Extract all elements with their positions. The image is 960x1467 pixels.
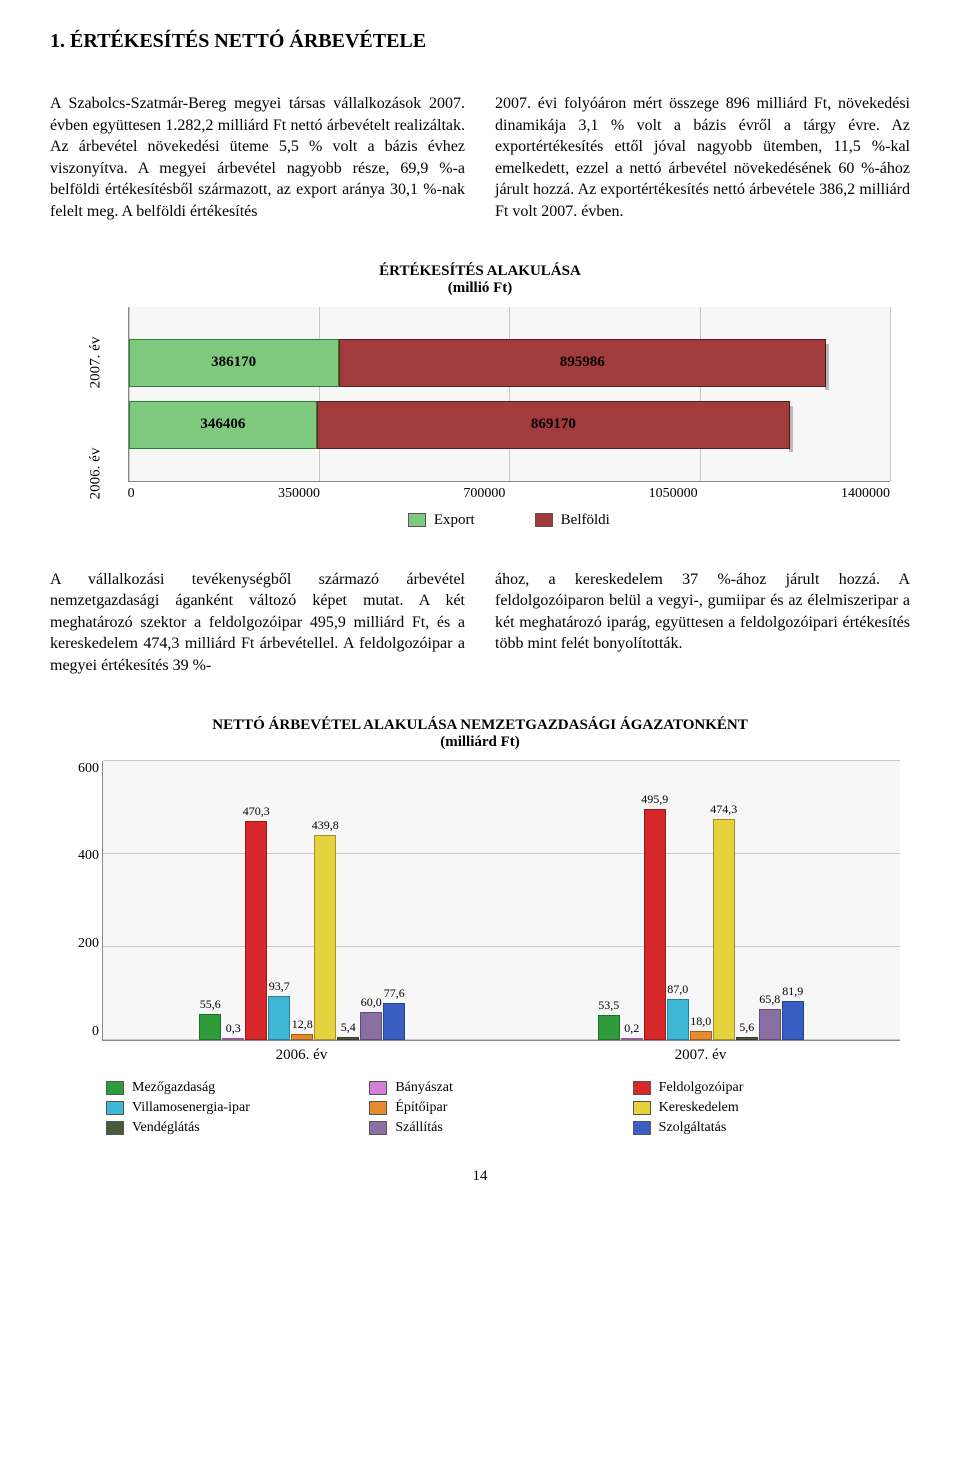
chart2-bar-label: 18,0	[690, 1014, 711, 1029]
chart2-bar: 470,3	[245, 821, 267, 1040]
chart2-bar: 5,6	[736, 1037, 758, 1040]
body-left: A vállalkozási tevékenységből származó á…	[50, 569, 465, 677]
chart2-bar-label: 53,5	[598, 998, 619, 1013]
chart2-yaxis: 600 400 200 0	[61, 761, 99, 1040]
chart2-group: 53,50,2495,987,018,0474,35,665,881,9	[502, 761, 901, 1040]
chart2-ytick: 200	[78, 936, 99, 952]
chart2-bar-label: 65,8	[759, 992, 780, 1007]
chart2-bar-label: 55,6	[200, 997, 221, 1012]
chart2-legend-item: Vendéglátás	[106, 1120, 369, 1136]
chart2-bar: 81,9	[782, 1001, 804, 1039]
chart2-bar: 0,2	[621, 1038, 643, 1040]
body-right: ához, a kereskedelem 37 %-ához járult ho…	[495, 569, 910, 677]
chart1-ylabel: 2006. év	[87, 447, 104, 499]
body-columns: A vállalkozási tevékenységből származó á…	[50, 569, 910, 677]
chart2-legend-item: Feldolgozóipar	[633, 1080, 896, 1096]
chart2-bar: 439,8	[314, 835, 336, 1040]
page-number: 14	[50, 1168, 910, 1185]
chart2-bar: 18,0	[690, 1031, 712, 1039]
chart1-legend: Export Belföldi	[128, 512, 890, 529]
chart2-bar-label: 470,3	[243, 804, 270, 819]
chart2: 6004002000 55,60,3470,393,712,8439,85,46…	[60, 761, 900, 1138]
chart2-group: 55,60,3470,393,712,8439,85,460,077,6	[103, 761, 502, 1040]
chart2-bar-label: 81,9	[782, 984, 803, 999]
chart1-seg-export: 346406	[129, 401, 317, 449]
intro-left: A Szabolcs-Szatmár-Bereg megyei társas v…	[50, 93, 465, 223]
chart1-plot: 386170895986 346406869170	[128, 307, 890, 482]
chart2-plot: 6004002000 55,60,3470,393,712,8439,85,46…	[102, 761, 900, 1041]
chart2-bar-label: 0,3	[226, 1021, 241, 1036]
chart2-legend-item: Villamosenergia-ipar	[106, 1100, 369, 1116]
chart2-bar-label: 495,9	[641, 792, 668, 807]
chart1-xtick: 0	[128, 486, 135, 502]
chart2-bar-label: 60,0	[361, 995, 382, 1010]
chart2-bar-label: 12,8	[292, 1017, 313, 1032]
chart1-xtick: 350000	[278, 486, 320, 502]
chart1-legend-item: Belföldi	[535, 512, 610, 529]
chart2-bar: 77,6	[383, 1003, 405, 1039]
chart1-subtitle: (millió Ft)	[50, 280, 910, 297]
intro-right: 2007. évi folyóáron mért összege 896 mil…	[495, 93, 910, 223]
chart2-xtick: 2007. év	[501, 1047, 900, 1064]
chart1-seg-belfoldi: 895986	[339, 339, 826, 387]
chart1-xaxis: 0 350000 700000 1050000 1400000	[128, 486, 890, 502]
chart1-seg-export: 386170	[129, 339, 339, 387]
chart2-bar-label: 439,8	[312, 818, 339, 833]
chart2-bar-label: 87,0	[667, 982, 688, 997]
chart2-bar: 55,6	[199, 1014, 221, 1040]
chart2-bar: 474,3	[713, 819, 735, 1040]
chart2-bar-label: 5,6	[739, 1020, 754, 1035]
chart2-bar: 495,9	[644, 809, 666, 1040]
chart1-seg-belfoldi: 869170	[317, 401, 790, 449]
chart1-bar-row: 346406869170	[129, 401, 890, 449]
chart2-bar: 12,8	[291, 1034, 313, 1040]
chart1-title: ÉRTÉKESÍTÉS ALAKULÁSA	[50, 263, 910, 280]
chart1-xtick: 1050000	[649, 486, 698, 502]
chart1-xtick: 1400000	[841, 486, 890, 502]
chart2-bar-label: 474,3	[710, 802, 737, 817]
chart2-xtick: 2006. év	[102, 1047, 501, 1064]
chart2-legend-item: Szállítás	[369, 1120, 632, 1136]
chart2-subtitle: (milliárd Ft)	[50, 734, 910, 751]
chart1-bar-row: 386170895986	[129, 339, 890, 387]
chart2-bar: 65,8	[759, 1009, 781, 1040]
chart2-ytick: 0	[92, 1024, 99, 1040]
chart2-legend-item: Szolgáltatás	[633, 1120, 896, 1136]
chart2-bar: 60,0	[360, 1012, 382, 1040]
chart2-legend: MezőgazdaságBányászatFeldolgozóipar Villa…	[102, 1078, 900, 1138]
chart2-legend-item: Kereskedelem	[633, 1100, 896, 1116]
section-title: 1. ÉRTÉKESÍTÉS NETTÓ ÁRBEVÉTELE	[50, 30, 910, 53]
chart1-legend-item: Export	[408, 512, 475, 529]
chart2-bar: 53,5	[598, 1015, 620, 1040]
chart2-bar-label: 5,4	[341, 1020, 356, 1035]
chart2-bar: 87,0	[667, 999, 689, 1039]
chart2-legend-item: Építőipar	[369, 1100, 632, 1116]
chart2-bar: 5,4	[337, 1037, 359, 1040]
chart2-bar-label: 0,2	[624, 1021, 639, 1036]
chart2-legend-item: Mezőgazdaság	[106, 1080, 369, 1096]
chart2-xaxis: 2006. év2007. év	[102, 1047, 900, 1064]
chart2-bar-label: 77,6	[384, 986, 405, 1001]
chart1-ylabel: 2007. év	[87, 336, 104, 388]
chart2-bar: 93,7	[268, 996, 290, 1040]
chart2-bar-label: 93,7	[269, 979, 290, 994]
chart1-xtick: 700000	[463, 486, 505, 502]
chart2-ytick: 600	[78, 761, 99, 777]
chart2-title: NETTÓ ÁRBEVÉTEL ALAKULÁSA NEMZETGAZDASÁG…	[50, 717, 910, 734]
intro-columns: A Szabolcs-Szatmár-Bereg megyei társas v…	[50, 93, 910, 223]
chart2-legend-item: Bányászat	[369, 1080, 632, 1096]
chart1: 2007. év 2006. év 386170895986 3464068691…	[70, 307, 890, 529]
chart1-yaxis: 2007. év 2006. év	[70, 307, 128, 529]
chart2-ytick: 400	[78, 848, 99, 864]
chart2-bar: 0,3	[222, 1038, 244, 1040]
